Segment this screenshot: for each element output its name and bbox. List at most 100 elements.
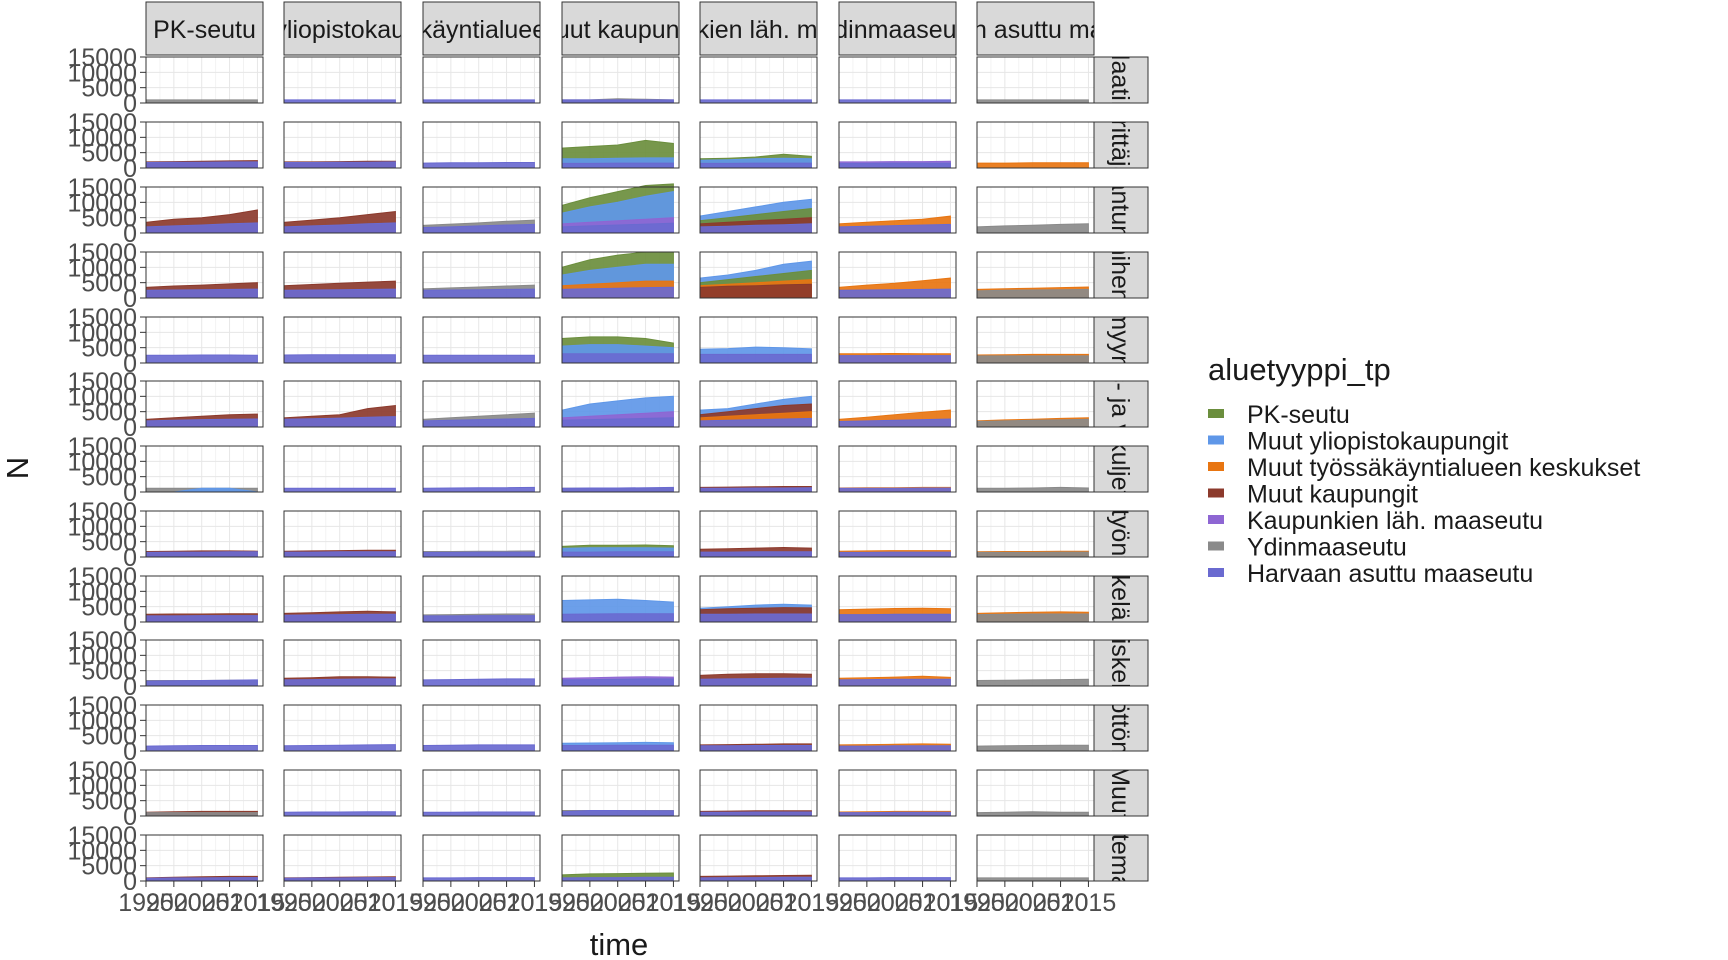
area-series-harvaan-asuttu-maaseutu xyxy=(699,551,812,558)
row-strip-label: Maatila xyxy=(1106,40,1134,121)
row-strip-box xyxy=(1093,380,1149,428)
y-tick-label: 0 xyxy=(123,414,137,442)
area-series-harvaan-asuttu-maaseutu xyxy=(422,551,535,558)
area-series-harvaan-asuttu-maaseutu xyxy=(145,679,258,687)
panel-border xyxy=(699,445,818,493)
panel-7-3 xyxy=(561,510,679,558)
y-tick-label: 15000 xyxy=(67,563,137,591)
area-series-ydinmaaseutu xyxy=(976,99,1089,104)
panel-border xyxy=(145,56,264,104)
area-series-harvaan-asuttu-maaseutu xyxy=(283,877,396,882)
panel-8-4 xyxy=(699,575,817,623)
area-series-harvaan-asuttu-maaseutu xyxy=(422,811,535,817)
panel-background xyxy=(839,446,956,492)
panel-6-3 xyxy=(561,445,679,493)
column-strip-box xyxy=(699,1,818,56)
area-series-harvaan-asuttu-maaseutu xyxy=(145,877,258,882)
panel-border xyxy=(699,56,818,104)
panel-border xyxy=(283,575,402,623)
panel-background xyxy=(146,57,263,103)
y-tick-label: 0 xyxy=(123,868,137,896)
area-series-harvaan-asuttu-maaseutu xyxy=(283,161,396,169)
y-tick-label: 15000 xyxy=(67,822,137,850)
panel-2-0 xyxy=(145,186,263,234)
panel-4-4 xyxy=(699,316,817,364)
x-tick-label: 2010 xyxy=(1033,889,1089,917)
panel-background xyxy=(284,446,401,492)
panel-background xyxy=(977,705,1094,751)
panel-background xyxy=(562,770,679,816)
panel-background xyxy=(839,770,956,816)
area-series-harvaan-asuttu-maaseutu xyxy=(838,223,951,234)
panel-border xyxy=(699,639,818,687)
panel-background xyxy=(284,770,401,816)
column-strip-box xyxy=(422,1,541,56)
panel-border xyxy=(422,769,541,817)
area-series-ydinmaaseutu xyxy=(145,99,258,104)
area-series-harvaan-asuttu-maaseutu xyxy=(145,745,258,752)
area-series-harvaan-asuttu-maaseutu xyxy=(561,613,674,623)
area-series-harvaan-asuttu-maaseutu xyxy=(699,613,812,623)
y-tick-label: 5000 xyxy=(81,788,137,816)
panel-background xyxy=(977,122,1094,168)
panel-background xyxy=(977,446,1094,492)
panel-border xyxy=(283,316,402,364)
y-tick-label: 5000 xyxy=(81,270,137,298)
y-tick-label: 10000 xyxy=(67,707,137,735)
panel-5-4 xyxy=(699,380,817,428)
panel-1-3 xyxy=(561,121,679,169)
panel-border xyxy=(699,186,818,234)
row-strip-box xyxy=(1093,56,1149,104)
y-tick-label: 10000 xyxy=(67,448,137,476)
y-tick-label: 15000 xyxy=(67,239,137,267)
row-strip-label: Rakennus-, korjaus- ja valmistustyönteki… xyxy=(1106,167,1134,641)
y-tick-label: 0 xyxy=(123,220,137,248)
x-tick-label: 2005 xyxy=(174,889,230,917)
legend-swatch xyxy=(1208,409,1224,418)
panel-1-1 xyxy=(283,121,401,169)
column-strip-label: Muut yliopistokaupungit xyxy=(212,16,473,44)
panel-5-1 xyxy=(283,380,401,428)
panel-border xyxy=(699,380,818,428)
area-series-harvaan-asuttu-maaseutu xyxy=(699,487,812,493)
x-tick-label: 2015 xyxy=(507,889,563,917)
area-series-ydinmaaseutu xyxy=(976,678,1089,687)
panel-2-4 xyxy=(699,186,817,234)
panel-10-3 xyxy=(561,704,679,752)
row-strip-label: Asiantuntijat xyxy=(1106,142,1134,278)
panel-2-3 xyxy=(561,183,679,234)
panels-layer xyxy=(145,56,1095,882)
panel-border xyxy=(145,380,264,428)
x-tick-label: 1995 xyxy=(256,889,312,917)
row-strip-label: Yrittäjät xyxy=(1106,103,1134,188)
panel-background xyxy=(423,511,540,557)
x-tick-label: 2005 xyxy=(312,889,368,917)
column-strip-label: PK-seutu xyxy=(153,16,256,44)
panel-8-5 xyxy=(838,575,956,623)
row-strip-label: Työttömät xyxy=(1106,673,1134,783)
y-tick-label: 0 xyxy=(123,479,137,507)
y-tick-label: 5000 xyxy=(81,205,137,233)
panel-border xyxy=(699,575,818,623)
panel-7-2 xyxy=(422,510,540,558)
panel-10-4 xyxy=(699,704,817,752)
area-series-harvaan-asuttu-maaseutu xyxy=(699,417,812,428)
panel-background xyxy=(284,835,401,881)
panel-background xyxy=(977,57,1094,103)
panel-border xyxy=(561,56,680,104)
x-tick-label: 2010 xyxy=(340,889,396,917)
area-series-harvaan-asuttu-maaseutu xyxy=(283,487,396,493)
row-strip-box xyxy=(1093,639,1149,687)
panel-border xyxy=(838,510,957,558)
panel-border xyxy=(561,186,680,234)
panel-border xyxy=(422,639,541,687)
row-strip-box xyxy=(1093,704,1149,752)
y-tick-label: 10000 xyxy=(67,837,137,865)
column-strip-box xyxy=(561,1,680,56)
y-tick-label: 10000 xyxy=(67,383,137,411)
panel-border xyxy=(422,575,541,623)
panel-5-3 xyxy=(561,380,679,428)
area-series-harvaan-asuttu-maaseutu xyxy=(561,286,674,299)
row-strip-box xyxy=(1093,834,1149,882)
area-series-harvaan-asuttu-maaseutu xyxy=(422,288,535,299)
